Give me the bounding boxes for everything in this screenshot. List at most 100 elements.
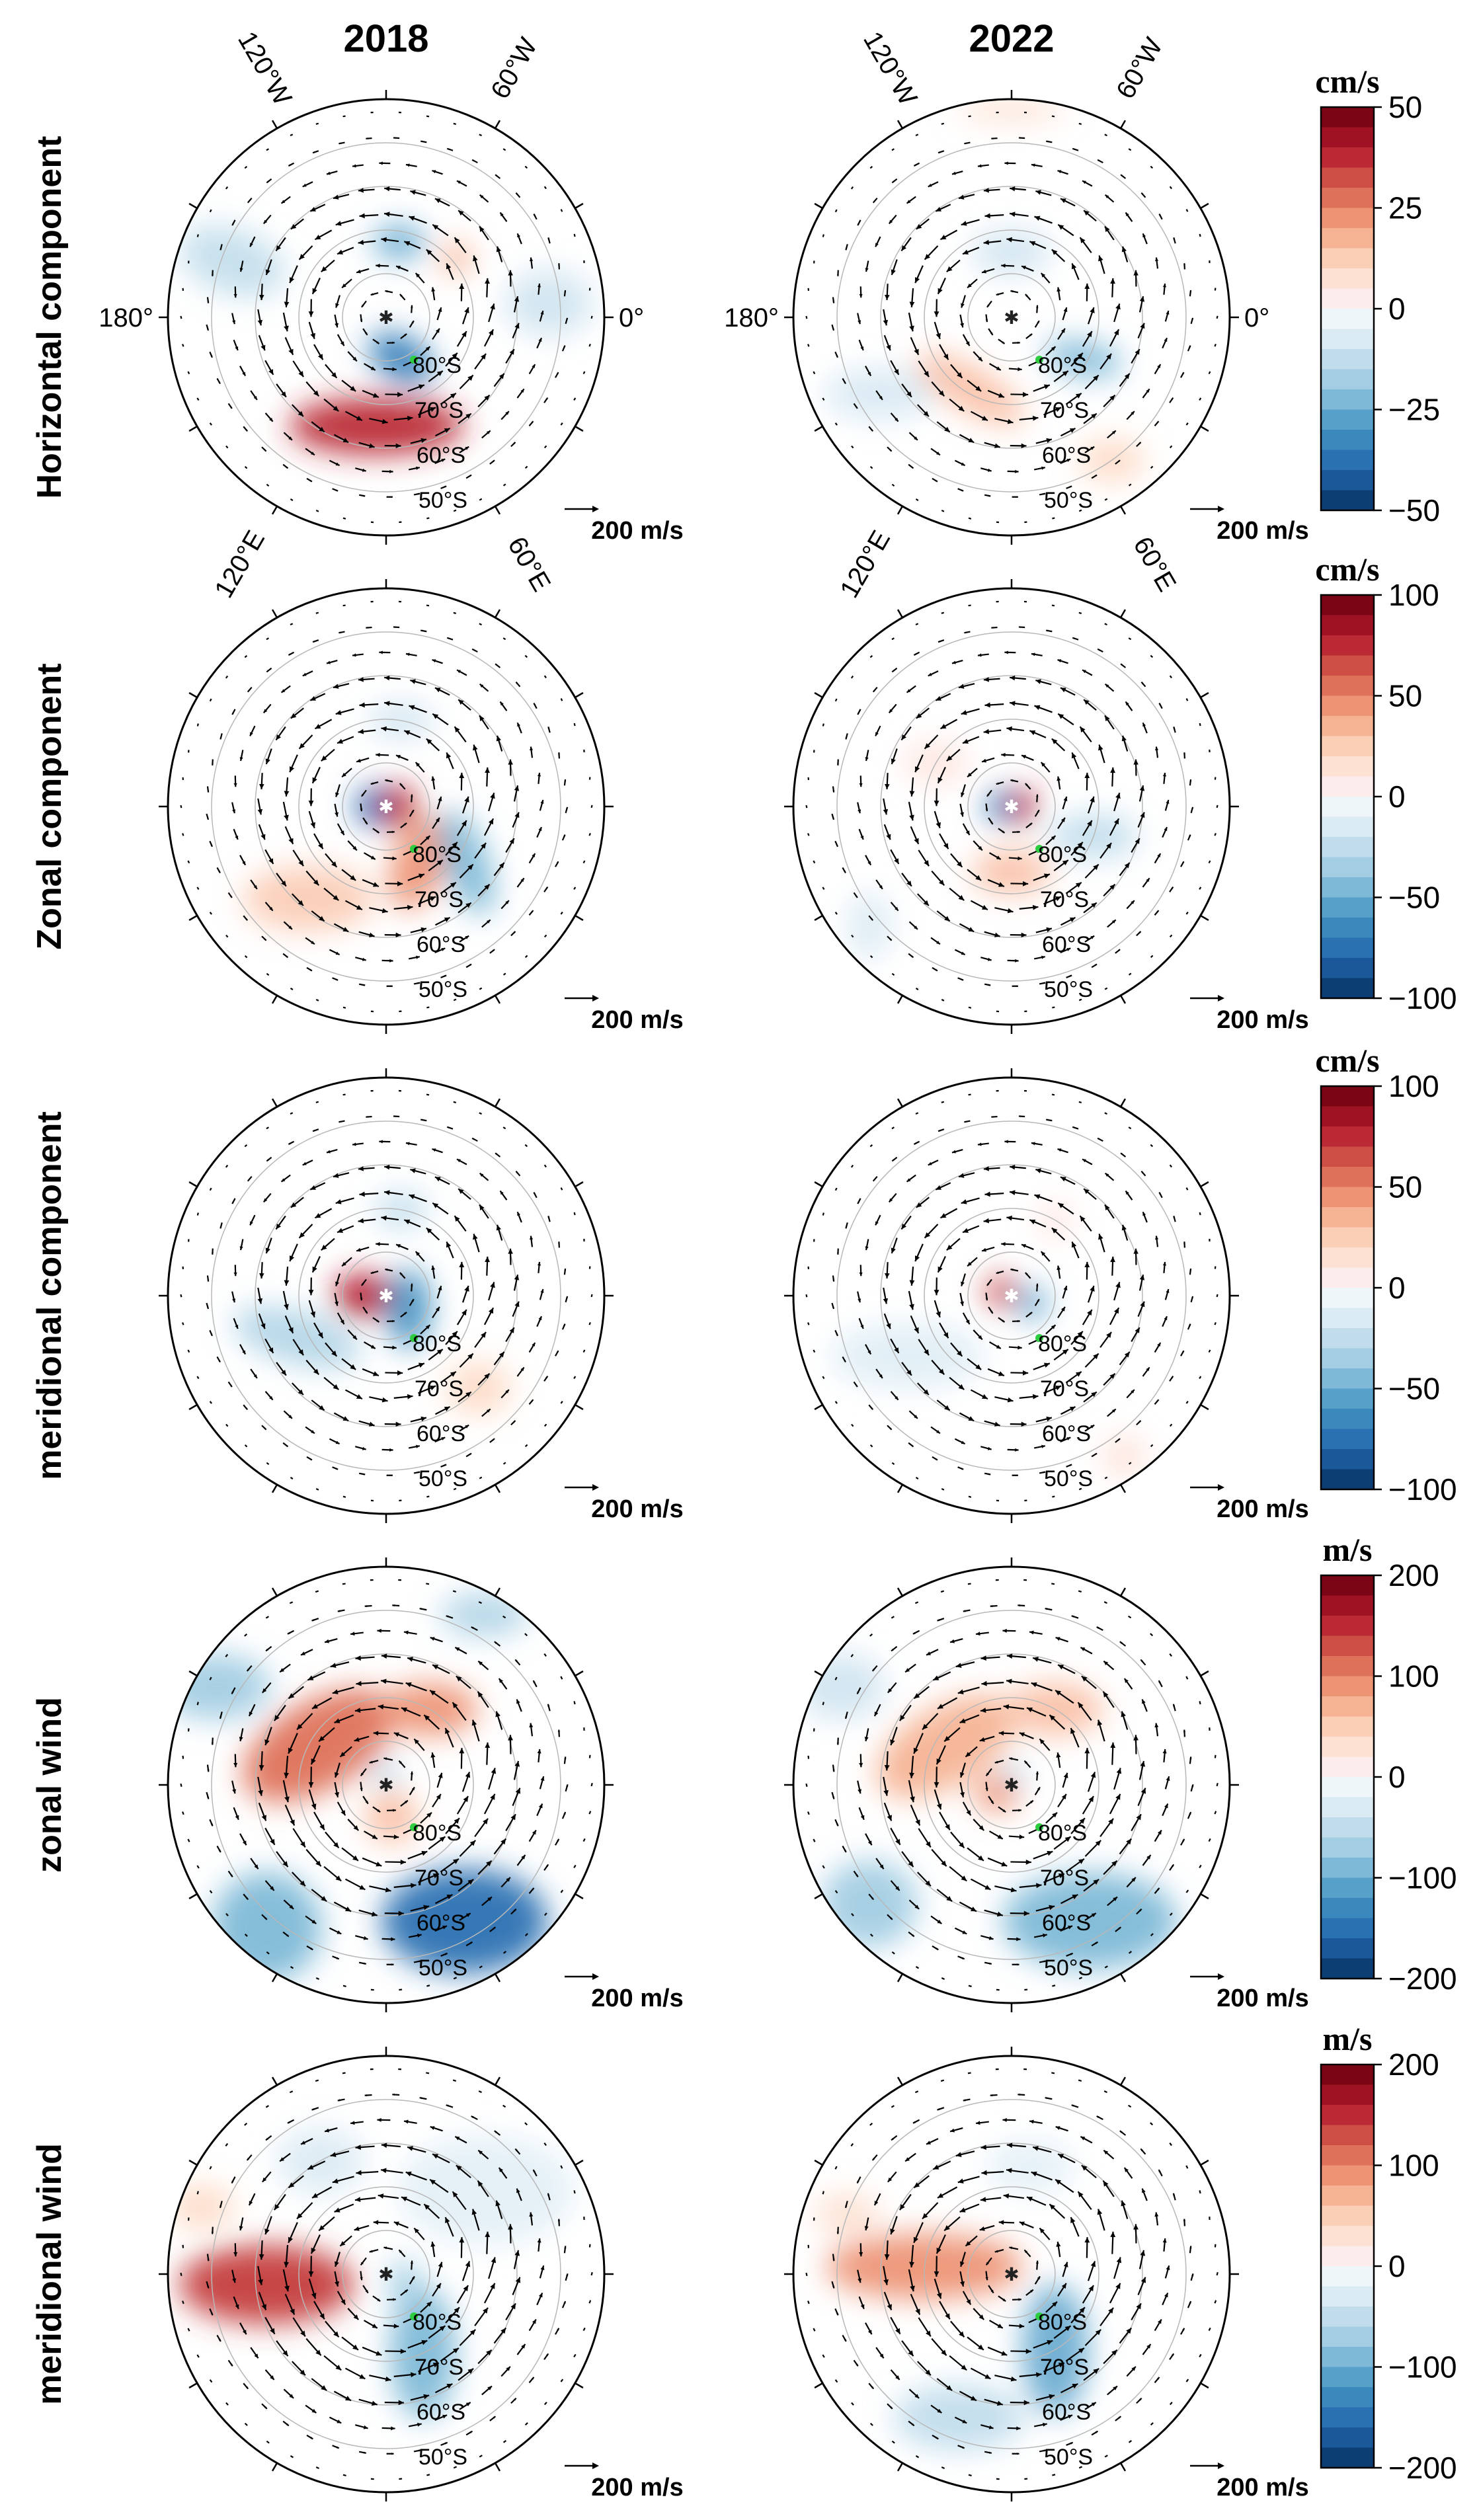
wind-vector-head [941,1860,947,1867]
wind-vector-head [961,978,964,980]
wind-vector-head [1090,1772,1096,1778]
wind-vector-head [565,1296,568,1299]
wind-vector-head [356,2170,362,2176]
contour-region [1044,340,1123,377]
wind-vector-head [311,1919,317,1924]
wind-vector-head [813,262,815,264]
wind-vector-head [961,1957,965,1959]
wind-vector-head [988,984,991,986]
shaded-field [180,224,593,455]
wind-vector-head [517,1212,521,1216]
wind-vector-head [504,1951,506,1953]
wind-vector-head [970,1985,972,1987]
wind-vector-head [288,2236,294,2243]
wind-vector-head [916,223,922,229]
wind-vector-head [389,1448,393,1452]
wind-vector-head [914,1327,919,1333]
wind-vector-head [561,1890,563,1891]
longitude-tick [897,2076,904,2086]
wind-vector-head [1057,1148,1062,1152]
wind-vector-head [859,1272,863,1277]
wind-vector-head [532,364,536,368]
wind-vector-head [998,393,1004,398]
wind-vector-head [1091,413,1097,419]
wind-vector-head [398,1910,404,1916]
wind-vector-head [1181,861,1184,864]
wind-vector-head [1068,1925,1073,1930]
wind-vector-head [321,1244,327,1251]
wind-vector-head [985,2277,988,2281]
wind-vector-head [1044,2449,1047,2452]
wind-vector-head [469,2431,473,2433]
wind-vector-head [1018,1115,1021,1118]
wind-vector-head [965,1752,971,1757]
colorbar-segment [1321,409,1374,430]
wind-vector-head [962,2419,967,2423]
wind-vector-head [457,180,461,184]
wind-vector-head [505,900,509,904]
wind-vector-head [407,1394,413,1399]
wind-vector-head [894,369,899,375]
contour-region [1016,1285,1048,1321]
wind-vector-head [983,239,990,245]
wind-vector-head [509,349,514,355]
latitude-label-60°S: 60°S [1042,443,1091,468]
wind-vector-head [986,304,990,307]
wind-vector-head [983,728,990,734]
wind-vector-head [426,738,432,744]
wind-vector-head [871,918,873,921]
wind-vector-head [418,873,424,879]
wind-vector-head [421,2340,428,2345]
compass-120e: 120°E [209,526,270,603]
wind-vector-head [337,1930,342,1934]
wind-vector-head [465,2402,471,2407]
wind-vector-head [1121,1224,1127,1231]
wind-vector-head [1124,1678,1129,1683]
wind-vector-head [352,356,357,362]
wind-vector-head [1060,198,1066,204]
wind-vector-head [360,1298,363,1301]
wind-vector-head [1105,684,1109,688]
wind-vector-head [879,1864,884,1870]
wind-vector-head [1183,1729,1186,1733]
wind-vector-head [398,1579,399,1581]
wind-vector-head [459,2237,465,2243]
wind-vector-head [1058,2362,1064,2368]
wind-vector-head [883,2279,889,2285]
wind-vector-head [806,807,807,808]
wind-vector-head [910,1796,915,1803]
latitude-label-50°S: 50°S [419,1955,467,1981]
wind-vector-head [1033,2146,1039,2151]
wind-vector-head [233,2252,238,2257]
wind-vector-head [1055,1637,1060,1641]
latitude-ring [924,229,1099,405]
latitude-ring [924,1208,1099,1384]
wind-vector-head [353,1825,359,1831]
wind-vector-head [311,2408,317,2414]
wind-vector-head [495,2200,500,2207]
wind-vector-head [1080,510,1082,511]
reference-arrow-head [1218,506,1224,512]
wind-vector-head [1049,2204,1056,2210]
wind-vector-head [180,317,182,319]
wind-vector-head [276,245,282,251]
wind-vector-head [317,1000,319,1001]
wind-vector-head [1058,1665,1064,1670]
wind-vector-head [426,1583,427,1585]
wind-vector-head [943,1000,944,1001]
wind-vector-head [364,2094,368,2097]
wind-vector-head [420,438,426,444]
wind-vector-head [352,653,356,657]
wind-vector-head [1006,726,1012,732]
wind-vector-head [426,1228,432,1234]
wind-vector-head [1019,2221,1025,2226]
wind-vector-head [312,1266,317,1273]
wind-vector-head [259,1273,264,1279]
wind-vector-head [864,2226,869,2230]
wind-vector-head [1049,2394,1055,2400]
wind-vector-head [491,1768,497,1774]
wind-vector-head [905,1668,910,1673]
wind-vector-head [1158,1680,1161,1683]
wind-vector-head [180,2275,182,2276]
wind-vector-head [483,1818,489,1825]
